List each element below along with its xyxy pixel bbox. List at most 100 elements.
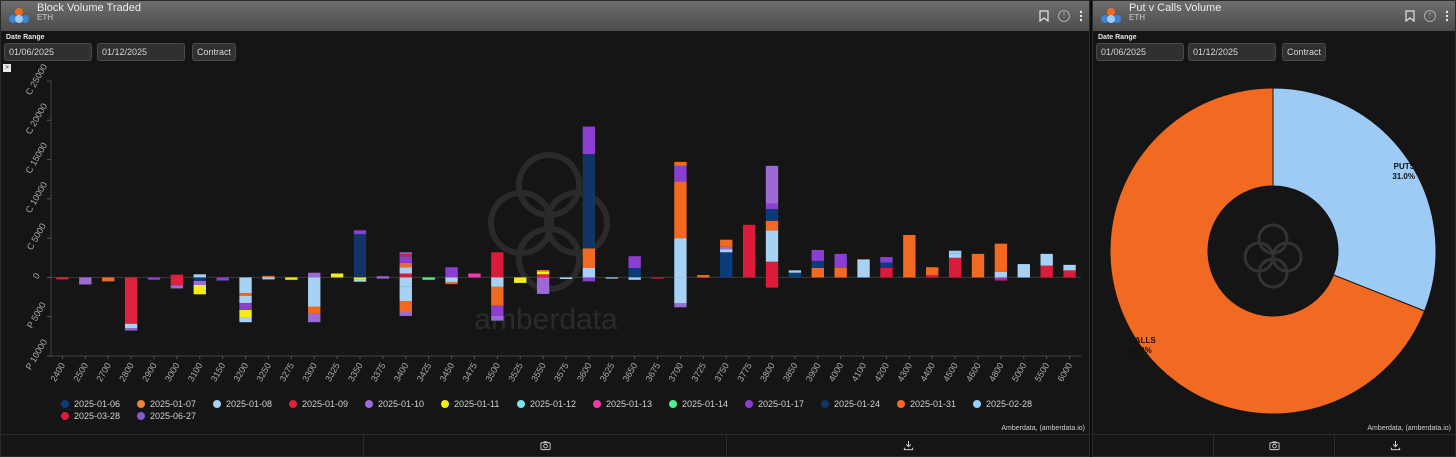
bar-segment[interactable] bbox=[971, 253, 985, 278]
bar-segment[interactable] bbox=[239, 317, 252, 323]
bar-segment[interactable] bbox=[674, 303, 687, 308]
pie-slice[interactable] bbox=[1272, 87, 1437, 312]
bar-segment[interactable] bbox=[582, 154, 596, 249]
bar-segment[interactable] bbox=[788, 270, 802, 273]
download-button[interactable] bbox=[1335, 435, 1455, 456]
bar-segment[interactable] bbox=[514, 277, 527, 283]
info-icon[interactable]: ! bbox=[1424, 10, 1436, 22]
bar-segment[interactable] bbox=[605, 277, 618, 279]
bar-segment[interactable] bbox=[399, 253, 412, 257]
bar-segment[interactable] bbox=[216, 277, 229, 281]
legend-item[interactable]: 2025-01-10 bbox=[365, 398, 441, 410]
bar-segment[interactable] bbox=[788, 272, 802, 278]
bar-segment[interactable] bbox=[102, 277, 115, 282]
bar-segment[interactable] bbox=[239, 302, 252, 311]
legend-item[interactable]: 2025-01-07 bbox=[137, 398, 213, 410]
bar-segment[interactable] bbox=[582, 248, 596, 268]
bar-segment[interactable] bbox=[170, 285, 184, 289]
bar-segment[interactable] bbox=[674, 238, 687, 278]
bar-segment[interactable] bbox=[536, 271, 550, 275]
bar-segment[interactable] bbox=[399, 286, 412, 301]
bar-segment[interactable] bbox=[308, 272, 321, 278]
bar-segment[interactable] bbox=[170, 277, 184, 286]
bar-segment[interactable] bbox=[445, 282, 458, 285]
legend-item[interactable]: 2025-01-09 bbox=[289, 398, 365, 410]
bar-segment[interactable] bbox=[124, 277, 138, 324]
legend-item[interactable]: 2025-01-08 bbox=[213, 398, 289, 410]
bar-segment[interactable] bbox=[1040, 253, 1053, 266]
bar-segment[interactable] bbox=[628, 277, 641, 280]
bar-segment[interactable] bbox=[1017, 264, 1030, 278]
bar-segment[interactable] bbox=[765, 277, 779, 288]
info-icon[interactable]: ! bbox=[1058, 10, 1070, 22]
bar-segment[interactable] bbox=[674, 161, 687, 166]
bar-segment[interactable] bbox=[811, 249, 824, 261]
bar-segment[interactable] bbox=[948, 253, 962, 258]
bar-segment[interactable] bbox=[926, 267, 939, 276]
bar-segment[interactable] bbox=[399, 277, 412, 287]
end-date-input[interactable] bbox=[97, 43, 185, 61]
bar-segment[interactable] bbox=[399, 262, 412, 268]
more-vert-icon[interactable] bbox=[1445, 10, 1449, 22]
bar-segment[interactable] bbox=[1063, 270, 1076, 278]
bar-segment[interactable] bbox=[330, 273, 344, 278]
bar-segment[interactable] bbox=[1040, 265, 1053, 278]
bar-segment[interactable] bbox=[582, 126, 596, 155]
bar-segment[interactable] bbox=[239, 293, 252, 296]
pie-slice[interactable] bbox=[1109, 87, 1426, 415]
bar-segment[interactable] bbox=[56, 277, 69, 280]
download-button[interactable] bbox=[727, 435, 1089, 456]
bar-segment[interactable] bbox=[720, 252, 733, 278]
bar-segment[interactable] bbox=[765, 261, 779, 278]
legend-item[interactable]: 2025-01-17 bbox=[745, 398, 821, 410]
bar-segment[interactable] bbox=[239, 277, 252, 294]
bar-segment[interactable] bbox=[308, 277, 321, 307]
bar-segment[interactable] bbox=[674, 277, 687, 304]
bar-segment[interactable] bbox=[491, 315, 504, 321]
bar-segment[interactable] bbox=[285, 277, 298, 280]
legend-item[interactable]: 2025-01-14 bbox=[669, 398, 745, 410]
bar-segment[interactable] bbox=[193, 280, 206, 285]
bar-segment[interactable] bbox=[582, 277, 596, 282]
bar-segment[interactable] bbox=[994, 277, 1008, 279]
bar-segment[interactable] bbox=[399, 267, 412, 274]
end-date-input[interactable] bbox=[1188, 43, 1276, 61]
legend-item[interactable]: 2025-01-06 bbox=[61, 398, 137, 410]
bar-segment[interactable] bbox=[79, 277, 92, 285]
bar-segment[interactable] bbox=[536, 269, 550, 272]
bar-segment[interactable] bbox=[376, 276, 390, 278]
bar-segment[interactable] bbox=[445, 277, 458, 283]
bar-segment[interactable] bbox=[720, 239, 733, 247]
bar-segment[interactable] bbox=[193, 277, 206, 281]
bookmark-icon[interactable] bbox=[1039, 10, 1049, 22]
bar-segment[interactable] bbox=[376, 277, 390, 279]
bar-segment[interactable] bbox=[880, 268, 893, 278]
bar-segment[interactable] bbox=[811, 260, 824, 268]
bar-segment[interactable] bbox=[765, 209, 779, 221]
bar-segment[interactable] bbox=[765, 230, 779, 262]
bar-segment[interactable] bbox=[239, 310, 252, 318]
bar-segment[interactable] bbox=[1063, 264, 1076, 271]
bar-segment[interactable] bbox=[651, 277, 664, 279]
bar-segment[interactable] bbox=[765, 220, 779, 231]
bar-segment[interactable] bbox=[720, 246, 733, 250]
bar-segment[interactable] bbox=[147, 277, 161, 280]
bar-segment[interactable] bbox=[491, 305, 504, 316]
legend-item[interactable]: 2025-03-28 bbox=[61, 410, 137, 422]
bar-segment[interactable] bbox=[308, 306, 321, 314]
bar-segment[interactable] bbox=[468, 273, 481, 278]
bar-segment[interactable] bbox=[926, 275, 939, 278]
bar-segment[interactable] bbox=[994, 271, 1008, 278]
bar-segment[interactable] bbox=[170, 274, 184, 278]
bar-segment[interactable] bbox=[628, 256, 641, 268]
bar-segment[interactable] bbox=[193, 274, 206, 278]
bar-segment[interactable] bbox=[491, 252, 504, 278]
start-date-input[interactable] bbox=[4, 43, 92, 61]
bar-segment[interactable] bbox=[262, 275, 275, 278]
contract-button[interactable]: Contract bbox=[192, 43, 237, 61]
bar-segment[interactable] bbox=[765, 203, 779, 210]
bar-segment[interactable] bbox=[193, 284, 206, 295]
bar-segment[interactable] bbox=[422, 277, 435, 280]
start-date-input[interactable] bbox=[1096, 43, 1184, 61]
legend-item[interactable]: 2025-02-28 bbox=[973, 398, 1049, 410]
